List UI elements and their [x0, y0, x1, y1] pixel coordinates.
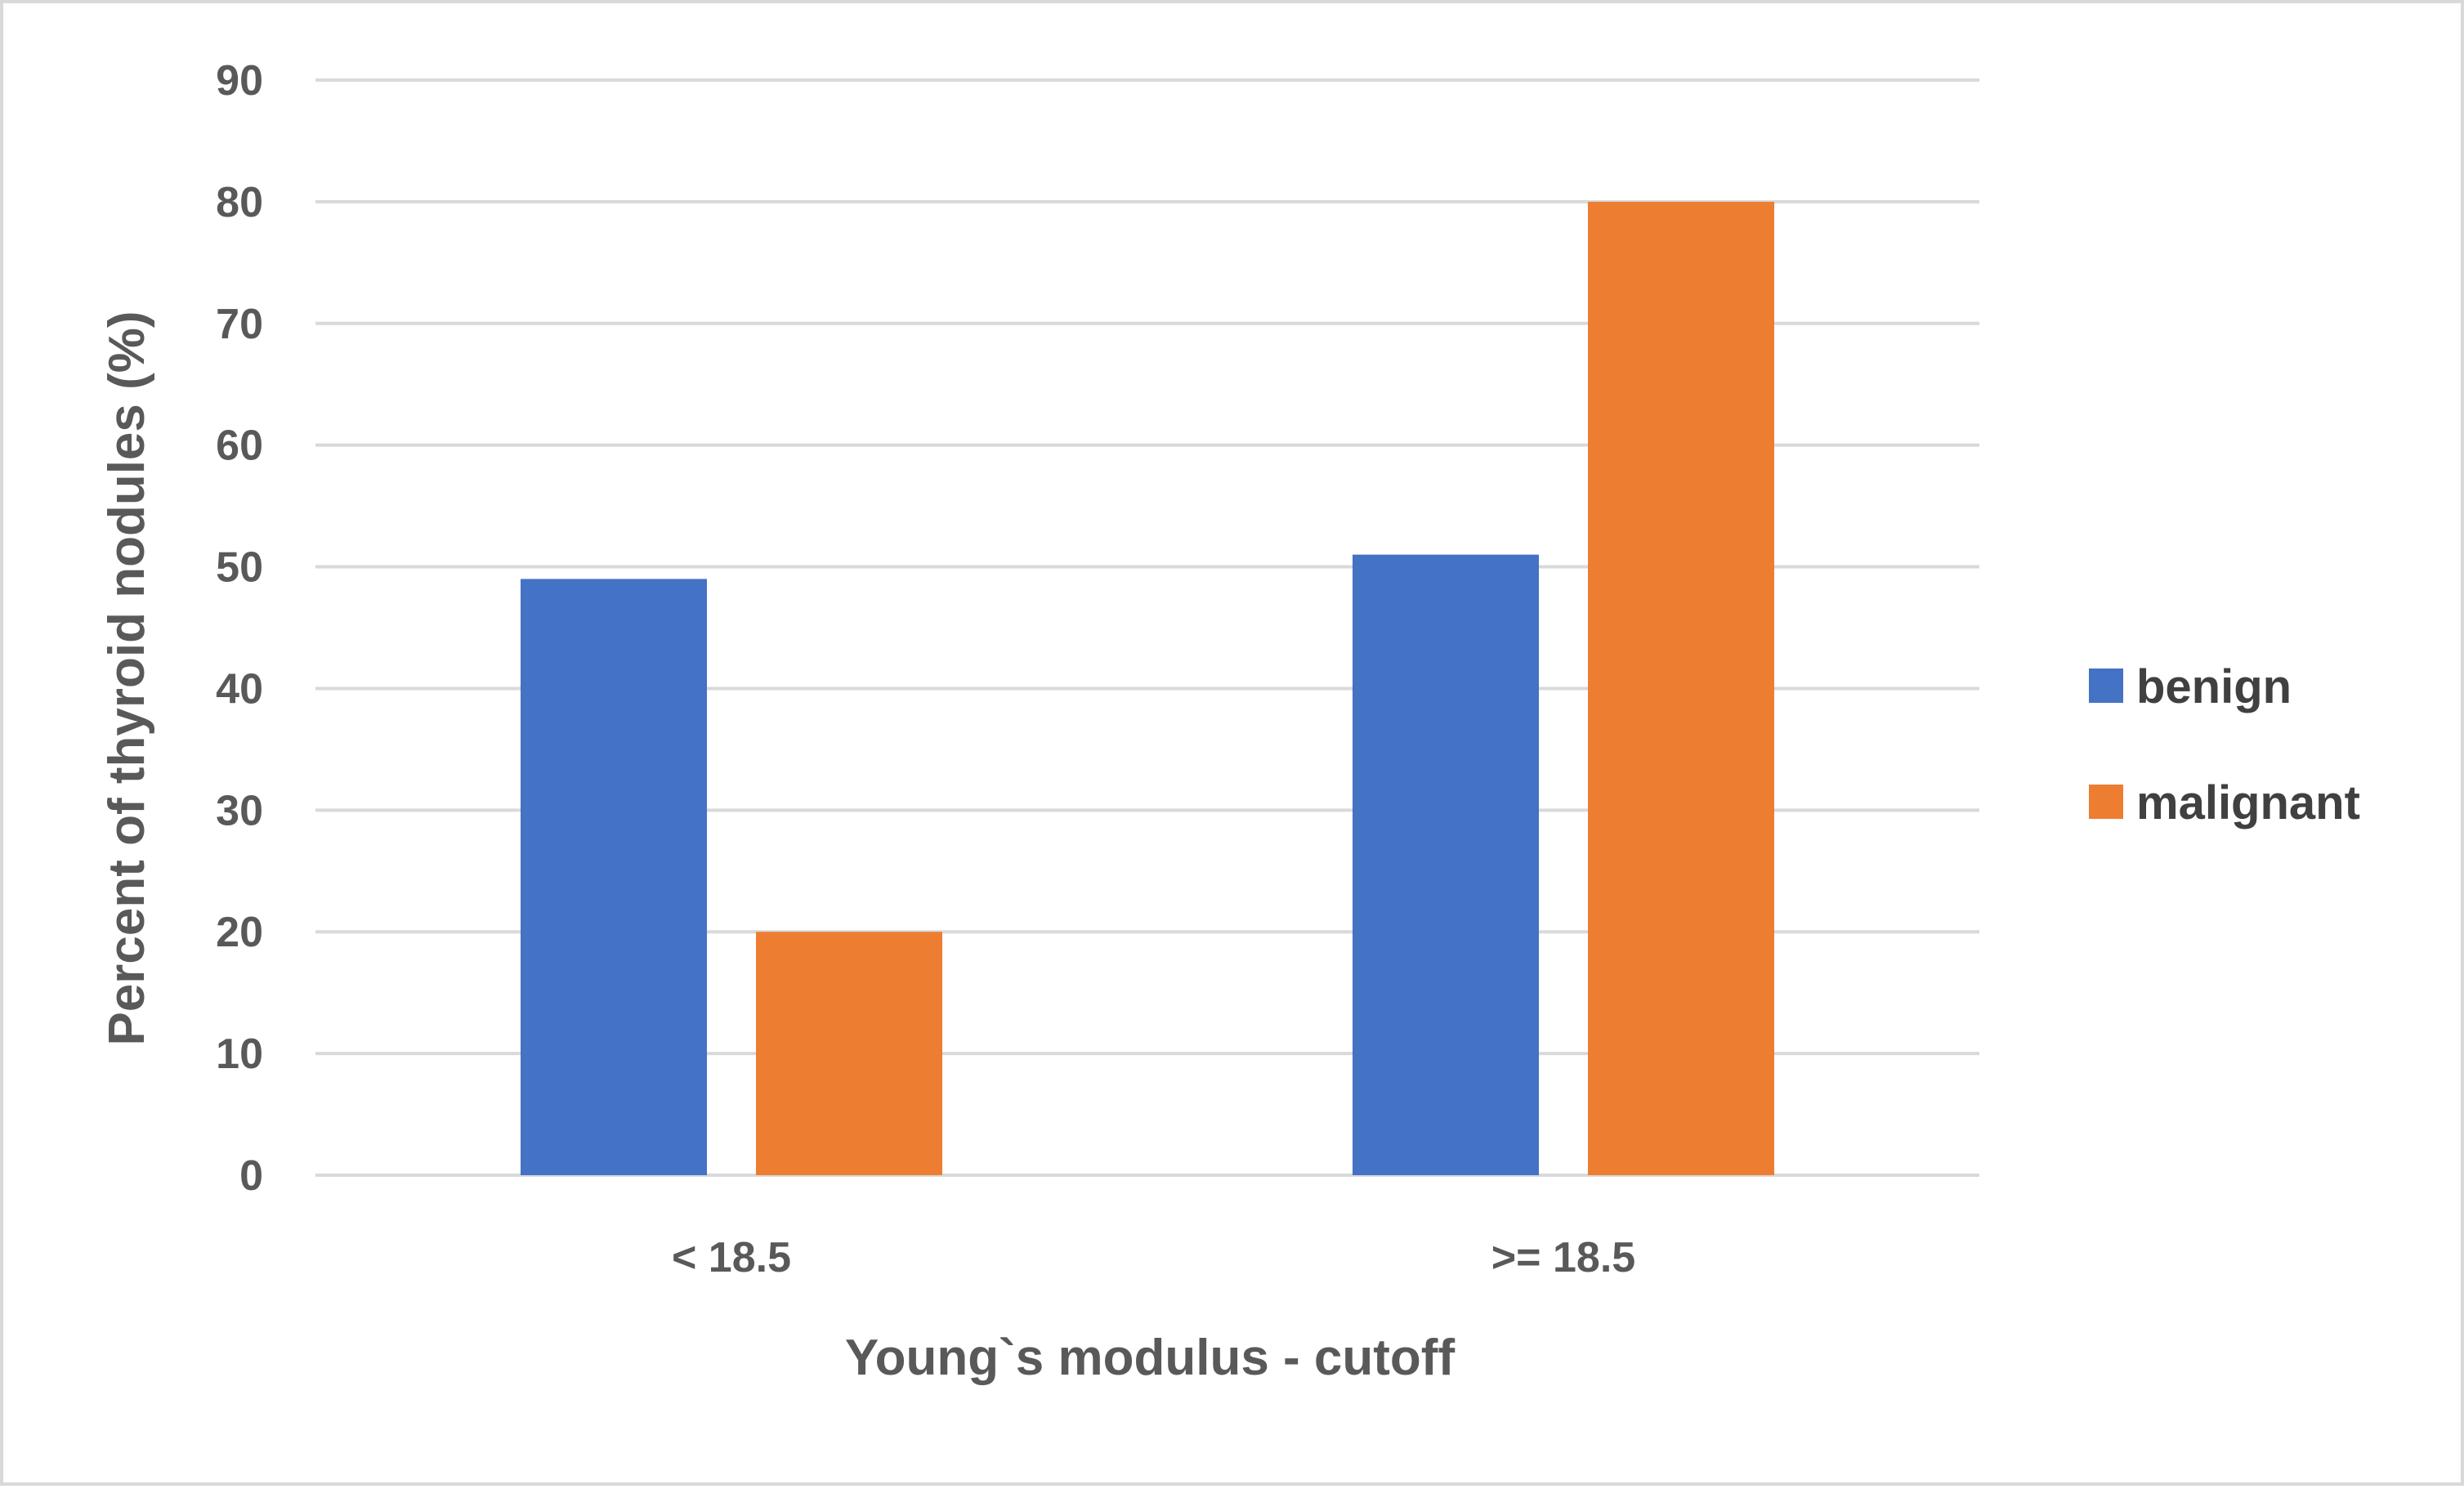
y-tick-label: 40 [216, 665, 263, 713]
legend-label-malignant: malignant [2136, 776, 2360, 829]
y-axis-title: Percent of thyroid nodules (%) [99, 311, 155, 1045]
y-tick-label: 30 [216, 787, 263, 834]
x-axis-title: Young`s modulus - cutoff [845, 1330, 1456, 1386]
legend-swatch-benign [2089, 668, 2123, 703]
bar-malignant-1 [1588, 201, 1774, 1175]
bar-chart: 0 10 20 30 40 50 60 70 80 90 < 18.5 >= 18.5 Percen… [99, 57, 2360, 1386]
y-tick-label: 20 [216, 909, 263, 956]
y-tick-labels: 0 10 20 30 40 50 60 70 80 90 [216, 57, 263, 1200]
y-tick-label: 80 [216, 179, 263, 226]
legend-swatch-malignant [2089, 785, 2123, 819]
y-tick-label: 60 [216, 423, 263, 470]
legend-label-benign: benign [2136, 660, 2292, 713]
y-tick-label: 10 [216, 1031, 263, 1078]
bar-benign-0 [521, 579, 707, 1175]
x-tick-label: < 18.5 [672, 1234, 791, 1281]
y-tick-label: 0 [239, 1152, 263, 1200]
legend: benign malignant [2089, 660, 2360, 829]
bars [521, 201, 1774, 1175]
y-tick-label: 70 [216, 301, 263, 348]
y-tick-label: 90 [216, 57, 263, 105]
x-tick-labels: < 18.5 >= 18.5 [672, 1234, 1635, 1281]
bar-benign-1 [1353, 554, 1539, 1175]
x-tick-label: >= 18.5 [1491, 1234, 1635, 1281]
bar-malignant-0 [756, 932, 942, 1175]
y-tick-label: 50 [216, 544, 263, 592]
